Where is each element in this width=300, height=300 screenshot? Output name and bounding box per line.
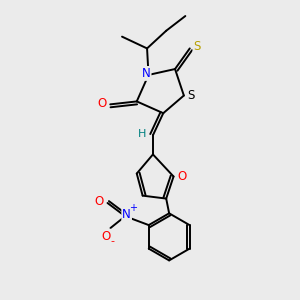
Text: N: N <box>122 208 131 221</box>
Text: O: O <box>177 170 186 183</box>
Text: N: N <box>142 67 151 80</box>
Text: +: + <box>129 203 137 213</box>
Text: O: O <box>101 230 111 243</box>
Text: S: S <box>188 89 195 102</box>
Text: O: O <box>94 195 104 208</box>
Text: H: H <box>138 129 146 139</box>
Text: -: - <box>111 236 115 246</box>
Text: O: O <box>98 97 106 110</box>
Text: S: S <box>194 40 201 53</box>
